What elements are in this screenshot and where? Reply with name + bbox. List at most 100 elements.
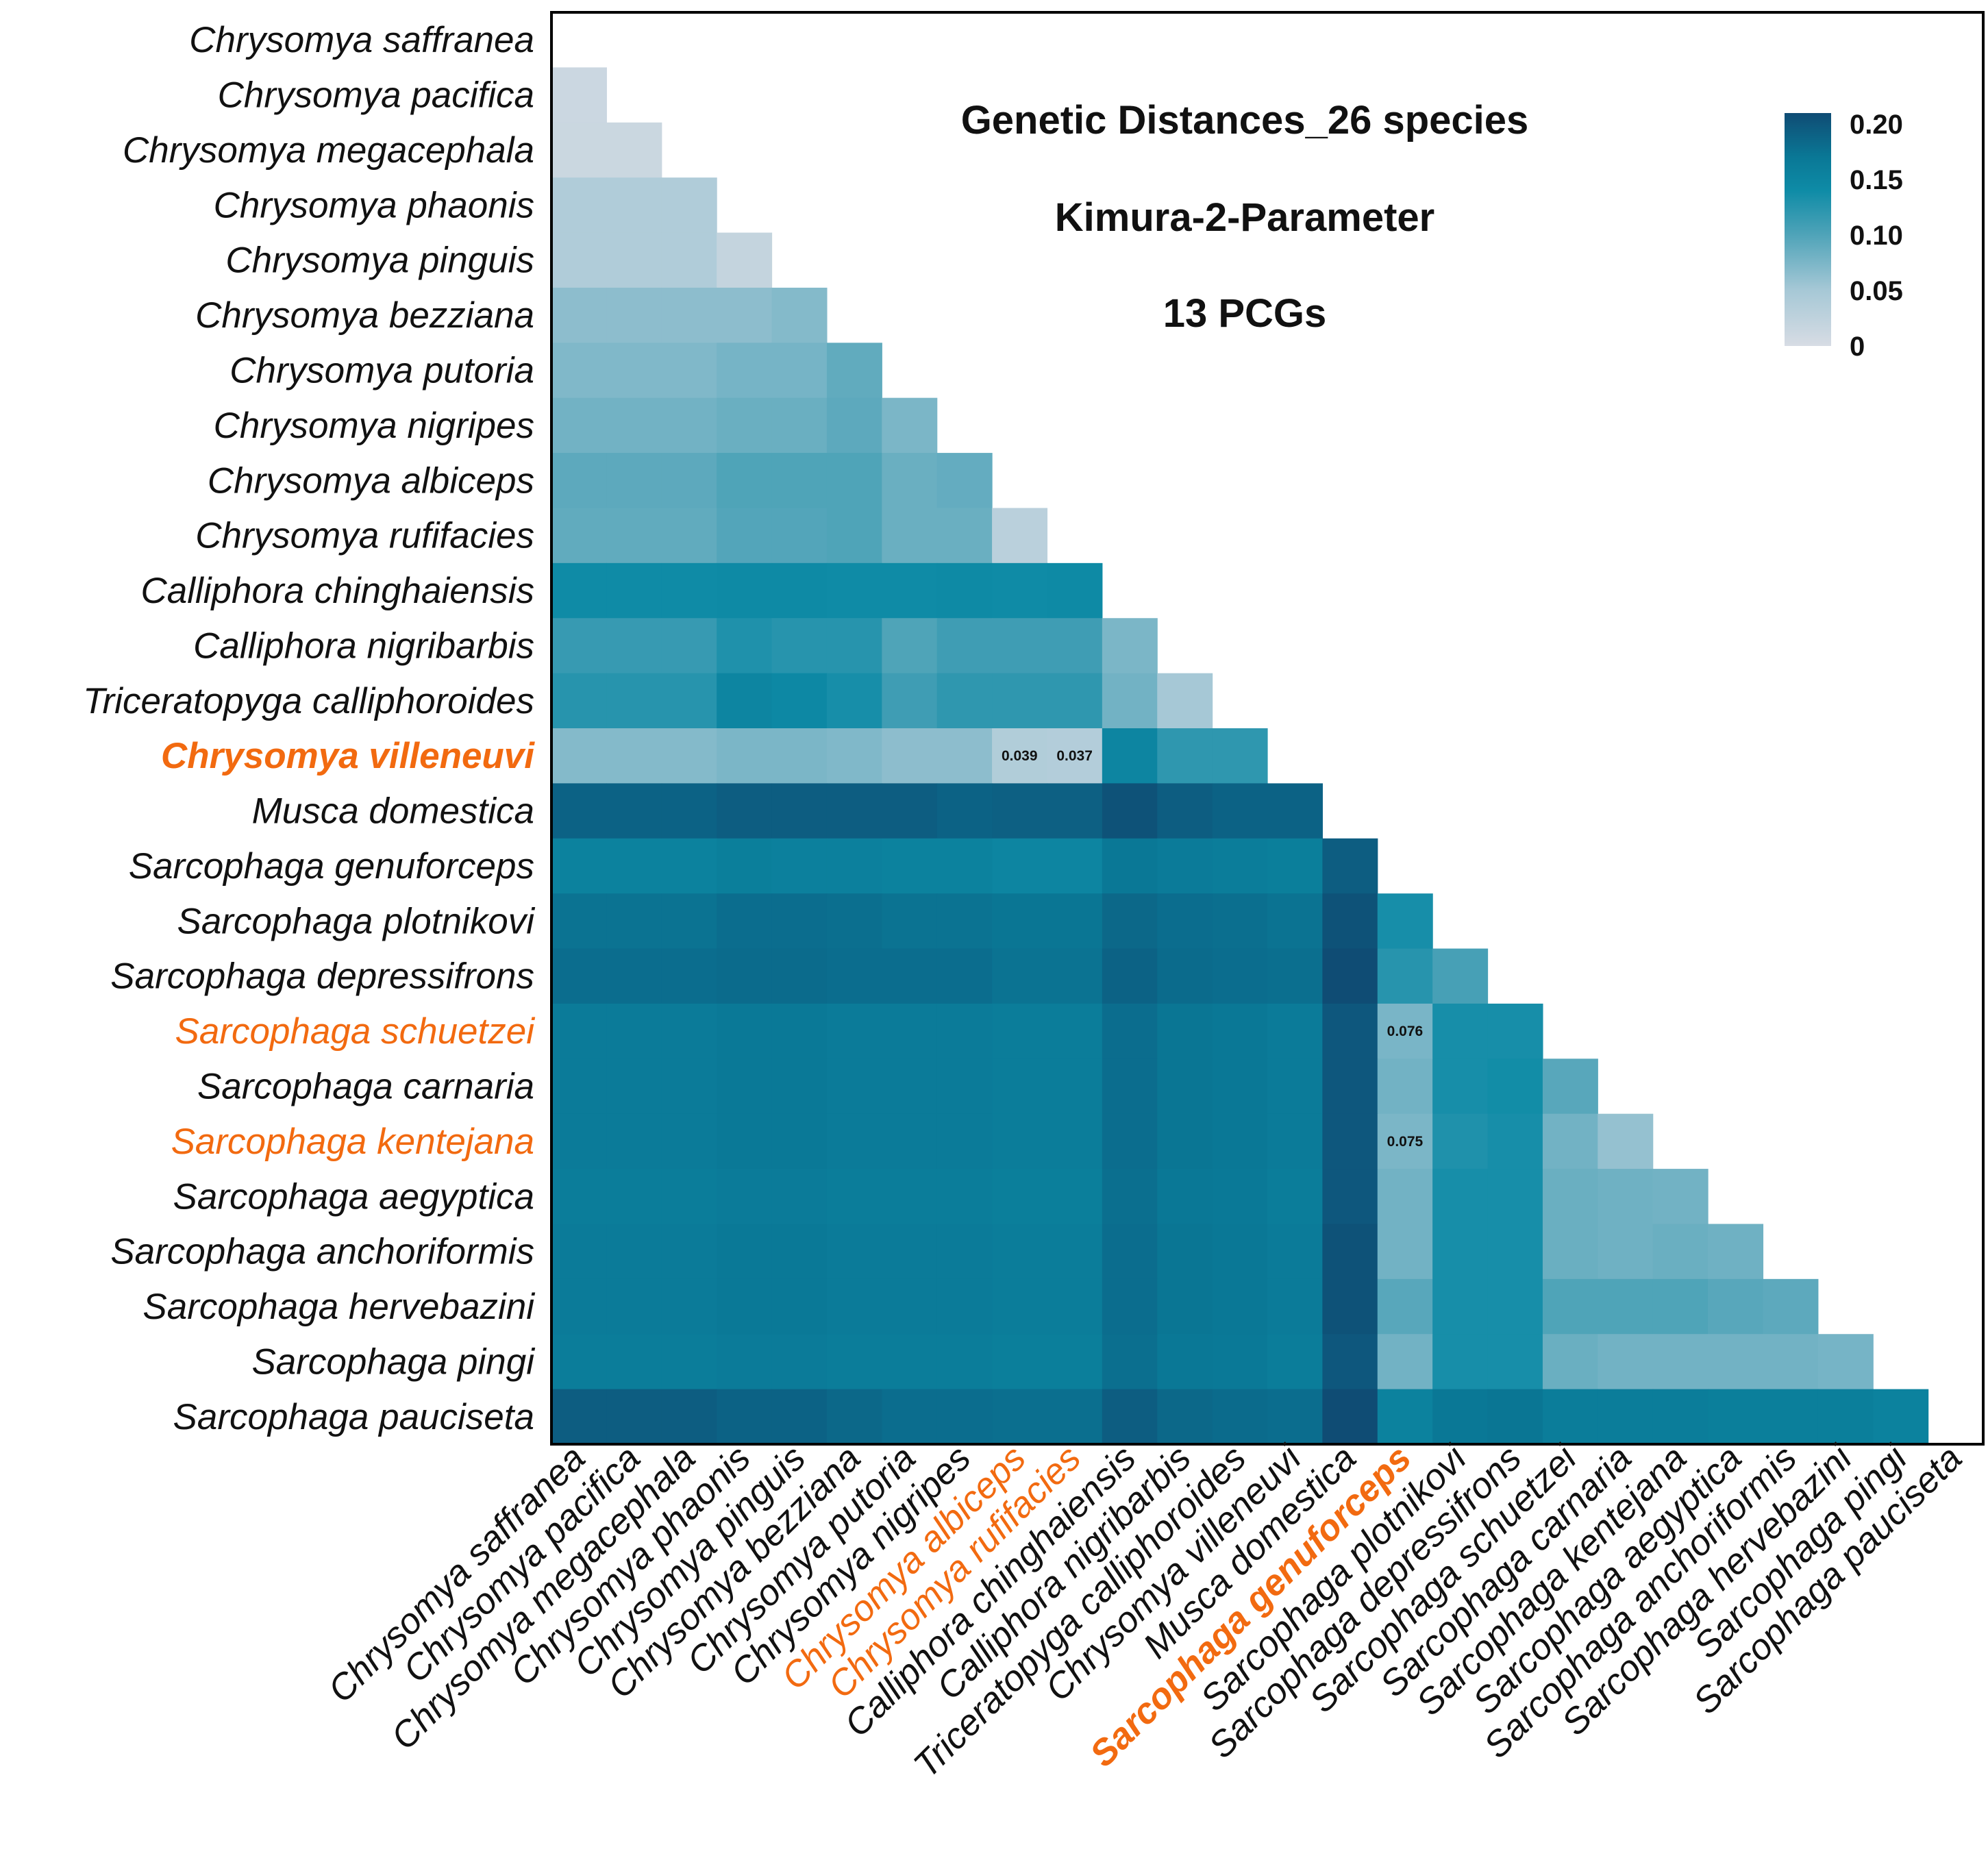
heatmap-cell [826,397,882,454]
heatmap-cell [771,618,828,674]
heatmap-cell [882,453,938,509]
heatmap-cell [606,122,662,178]
heatmap-cell [661,508,717,564]
heatmap-cell [717,453,773,509]
heatmap-cell [882,1058,938,1115]
heatmap-cell [1377,1278,1433,1335]
heatmap-cell [551,1224,607,1280]
heatmap-cell [606,673,662,729]
row-label-chrysomya-villeneuvi: Chrysomya villeneuvi [161,736,535,776]
heatmap-cell [1432,1169,1489,1225]
heatmap-cell [551,177,607,234]
heatmap-cell [936,562,993,619]
heatmap-cell [717,1113,773,1169]
heatmap-cell [551,508,607,564]
heatmap-cell [1598,1224,1654,1280]
row-label-musca-domestica: Musca domestica [252,791,534,832]
heatmap-cell [882,508,938,564]
heatmap-cell [771,728,828,784]
heatmap-cell [1267,948,1323,1004]
heatmap-cell [882,838,938,894]
heatmap-cell [992,562,1048,619]
row-label-sarcophaga-aegyptica: Sarcophaga aegyptica [173,1176,534,1217]
heatmap-cell [1047,1334,1103,1390]
heatmap-cell [826,453,882,509]
heatmap-cell [551,1389,607,1445]
heatmap-cell [551,1278,607,1335]
heatmap-cell [882,562,938,619]
heatmap-cell [992,1224,1048,1280]
heatmap-cell [1817,1389,1874,1445]
heatmap-cell [717,893,773,950]
heatmap-cell [717,1389,773,1445]
heatmap-cell [936,618,993,674]
row-label-sarcophaga-kentejana: Sarcophaga kentejana [171,1122,534,1162]
heatmap-cell [1157,728,1213,784]
row-label-sarcophaga-depressifrons: Sarcophaga depressifrons [110,956,534,997]
heatmap-cell [1267,1278,1323,1335]
heatmap-cell [936,838,993,894]
heatmap-cell [1157,783,1213,839]
heatmap-cell [771,287,828,343]
heatmap-cell [1047,948,1103,1004]
title-line-1: Genetic Distances_26 species [961,98,1529,143]
heatmap-cell [661,562,717,619]
cell-value-label: 0.037 [1056,748,1093,764]
heatmap-cell [1212,1278,1268,1335]
heatmap-cell [826,618,882,674]
heatmap-cell [1212,948,1268,1004]
heatmap-cell [771,1389,828,1445]
heatmap-cell [717,397,773,454]
heatmap-cell [882,1389,938,1445]
heatmap-cell [882,893,938,950]
heatmap-cell [1212,1389,1268,1445]
heatmap-cell [936,1224,993,1280]
colorbar-ticks: 0 0.05 0.10 0.15 0.20 [1850,110,1903,362]
heatmap-cell [1102,893,1158,950]
title-line-2: Kimura-2-Parameter [1055,195,1434,240]
heatmap-cell [1212,893,1268,950]
heatmap-cell [771,893,828,950]
heatmap-cell [551,783,607,839]
heatmap-cell [606,1169,662,1225]
heatmap-cell [717,1003,773,1059]
title-line-3: 13 PCGs [1163,291,1327,336]
heatmap-cell [992,1389,1048,1445]
heatmap-cell [936,893,993,950]
heatmap-cell [1212,1003,1268,1059]
row-label-calliphora-chinghaiensis: Calliphora chinghaiensis [140,571,534,611]
heatmap-cell [551,1334,607,1390]
heatmap-cell [936,1113,993,1169]
heatmap-cell [1542,1278,1598,1335]
heatmap-cell [1102,1334,1158,1390]
heatmap-cell [936,508,993,564]
heatmap-cell [1322,838,1378,894]
heatmap-cell [882,618,938,674]
heatmap-cell [661,1334,717,1390]
heatmap-cell [551,122,607,178]
heatmap-cell [1322,1224,1378,1280]
heatmap-cell [661,1058,717,1115]
heatmap-cell [1157,1113,1213,1169]
heatmap-cell [771,838,828,894]
heatmap-cell [661,618,717,674]
heatmap-cell [1102,728,1158,784]
heatmap-cell [717,1169,773,1225]
heatmap-cell [1047,1003,1103,1059]
heatmap-cell [1542,1113,1598,1169]
heatmap-cell [606,1278,662,1335]
heatmap-cell [826,728,882,784]
heatmap-cell [1487,1113,1543,1169]
heatmap-cell [1047,838,1103,894]
heatmap-cell [1652,1224,1709,1280]
heatmap-cell [1598,1278,1654,1335]
row-label-sarcophaga-anchoriformis: Sarcophaga anchoriformis [110,1232,534,1272]
heatmap-cell [1542,1169,1598,1225]
colorbar-tick-label: 0.10 [1850,221,1903,251]
heatmap-cell [551,397,607,454]
row-labels: Chrysomya saffranea Chrysomya pacifica Chr… [83,20,535,1437]
heatmap-cell [992,1113,1048,1169]
heatmap-cell [1102,838,1158,894]
heatmap-cell [771,562,828,619]
